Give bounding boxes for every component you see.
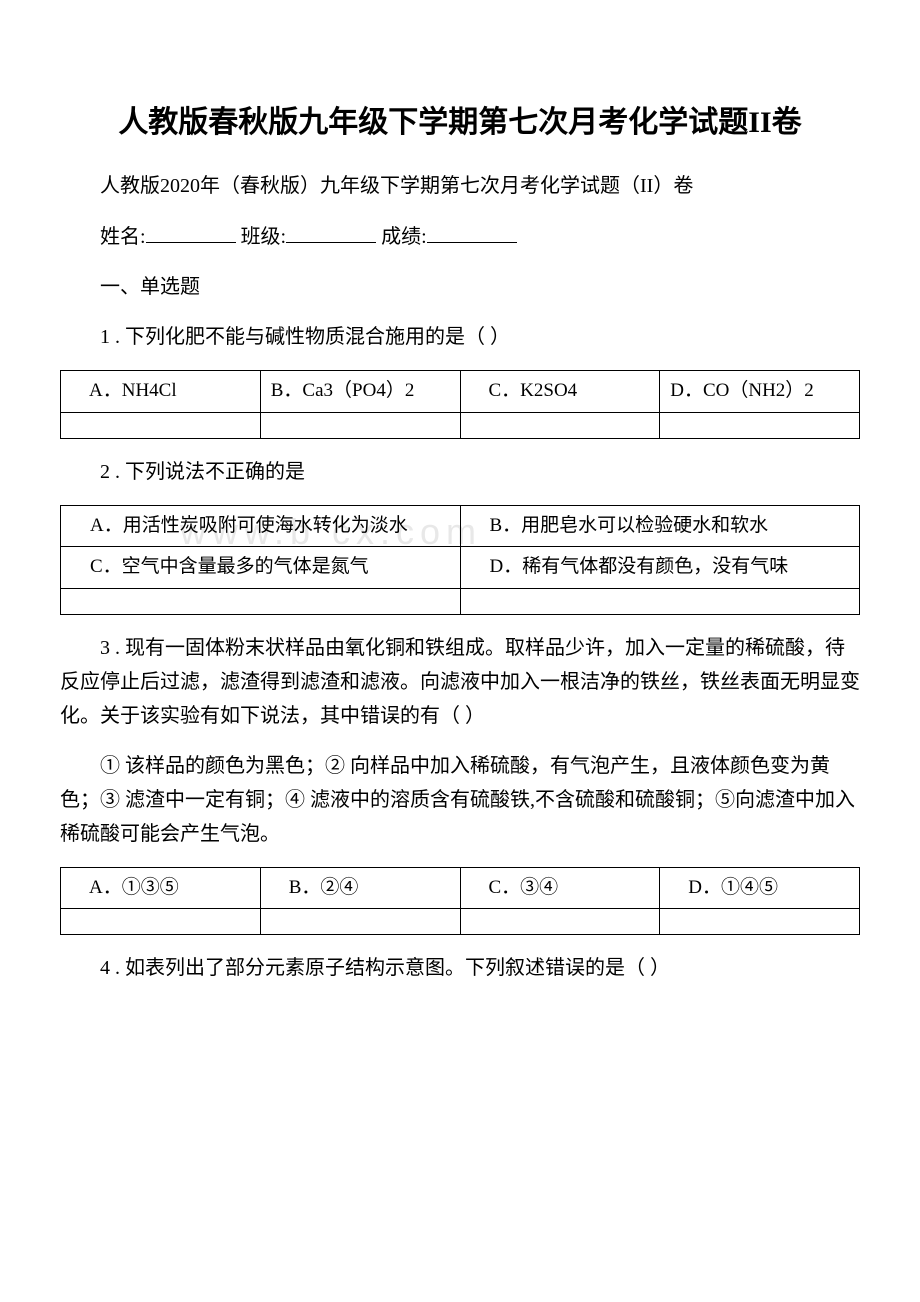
table-row: A．用活性炭吸附可使海水转化为淡水 B．用肥皂水可以检验硬水和软水 bbox=[61, 505, 860, 547]
q2-option-c: C．空气中含量最多的气体是氮气 bbox=[61, 547, 461, 589]
q3-options-table: A．①③⑤ B．②④ C．③④ D．①④⑤ bbox=[60, 867, 860, 936]
empty-cell bbox=[460, 588, 860, 614]
class-blank bbox=[286, 219, 376, 243]
score-blank bbox=[427, 219, 517, 243]
empty-cell bbox=[660, 909, 860, 935]
q1-option-c: C．K2SO4 bbox=[460, 371, 660, 413]
q3-list: ① 该样品的颜色为黑色；② 向样品中加入稀硫酸，有气泡产生，且液体颜色变为黄色；… bbox=[60, 749, 860, 851]
q2-option-b: B．用肥皂水可以检验硬水和软水 bbox=[460, 505, 860, 547]
q1-stem: 1 . 下列化肥不能与碱性物质混合施用的是（ ） bbox=[60, 320, 860, 354]
empty-cell bbox=[260, 909, 460, 935]
empty-cell bbox=[460, 412, 660, 438]
empty-cell bbox=[61, 909, 261, 935]
name-label: 姓名: bbox=[100, 226, 146, 248]
q2-options-table: A．用活性炭吸附可使海水转化为淡水 B．用肥皂水可以检验硬水和软水 C．空气中含… bbox=[60, 505, 860, 615]
q2-d-text: D．稀有气体都没有颜色，没有气味 bbox=[490, 556, 789, 577]
q2-table-wrap: www.b cx.com A．用活性炭吸附可使海水转化为淡水 B．用肥皂水可以检… bbox=[60, 505, 860, 615]
empty-cell bbox=[61, 588, 461, 614]
q2-option-a: A．用活性炭吸附可使海水转化为淡水 bbox=[61, 505, 461, 547]
empty-cell bbox=[260, 412, 460, 438]
q3-option-d: D．①④⑤ bbox=[660, 867, 860, 909]
q2-a-text: A．用活性炭吸附可使海水转化为淡水 bbox=[90, 515, 408, 536]
document-title: 人教版春秋版九年级下学期第七次月考化学试题II卷 bbox=[60, 100, 860, 145]
table-row: C．空气中含量最多的气体是氮气 D．稀有气体都没有颜色，没有气味 bbox=[61, 547, 860, 589]
empty-cell bbox=[460, 909, 660, 935]
q1-options-table: A．NH4Cl B．Ca3（PO4）2 C．K2SO4 D．CO（NH2）2 bbox=[60, 370, 860, 439]
table-row bbox=[61, 909, 860, 935]
table-row bbox=[61, 412, 860, 438]
q3-option-a: A．①③⑤ bbox=[61, 867, 261, 909]
q1-option-a: A．NH4Cl bbox=[61, 371, 261, 413]
q1-option-d: D．CO（NH2）2 bbox=[660, 371, 860, 413]
empty-cell bbox=[660, 412, 860, 438]
document-content: 人教版春秋版九年级下学期第七次月考化学试题II卷 人教版2020年（春秋版）九年… bbox=[60, 100, 860, 985]
score-label: 成绩: bbox=[381, 226, 427, 248]
name-blank bbox=[146, 219, 236, 243]
class-label: 班级: bbox=[241, 226, 287, 248]
q4-stem: 4 . 如表列出了部分元素原子结构示意图。下列叙述错误的是（ ） bbox=[60, 951, 860, 985]
q3-stem: 3 . 现有一固体粉末状样品由氧化铜和铁组成。取样品少许，加入一定量的稀硫酸，待… bbox=[60, 631, 860, 733]
table-row: A．①③⑤ B．②④ C．③④ D．①④⑤ bbox=[61, 867, 860, 909]
q2-option-d: D．稀有气体都没有颜色，没有气味 bbox=[460, 547, 860, 589]
empty-cell bbox=[61, 412, 261, 438]
q2-stem: 2 . 下列说法不正确的是 bbox=[60, 455, 860, 489]
q1-option-b: B．Ca3（PO4）2 bbox=[260, 371, 460, 413]
form-line: 姓名: 班级: 成绩: bbox=[60, 219, 860, 254]
table-row bbox=[61, 588, 860, 614]
q2-b-text: B．用肥皂水可以检验硬水和软水 bbox=[490, 515, 769, 536]
q3-option-c: C．③④ bbox=[460, 867, 660, 909]
q2-c-text: C．空气中含量最多的气体是氮气 bbox=[90, 556, 369, 577]
table-row: A．NH4Cl B．Ca3（PO4）2 C．K2SO4 D．CO（NH2）2 bbox=[61, 371, 860, 413]
section-one-header: 一、单选题 bbox=[60, 270, 860, 304]
intro-paragraph: 人教版2020年（春秋版）九年级下学期第七次月考化学试题（II）卷 bbox=[60, 169, 860, 203]
q3-option-b: B．②④ bbox=[260, 867, 460, 909]
